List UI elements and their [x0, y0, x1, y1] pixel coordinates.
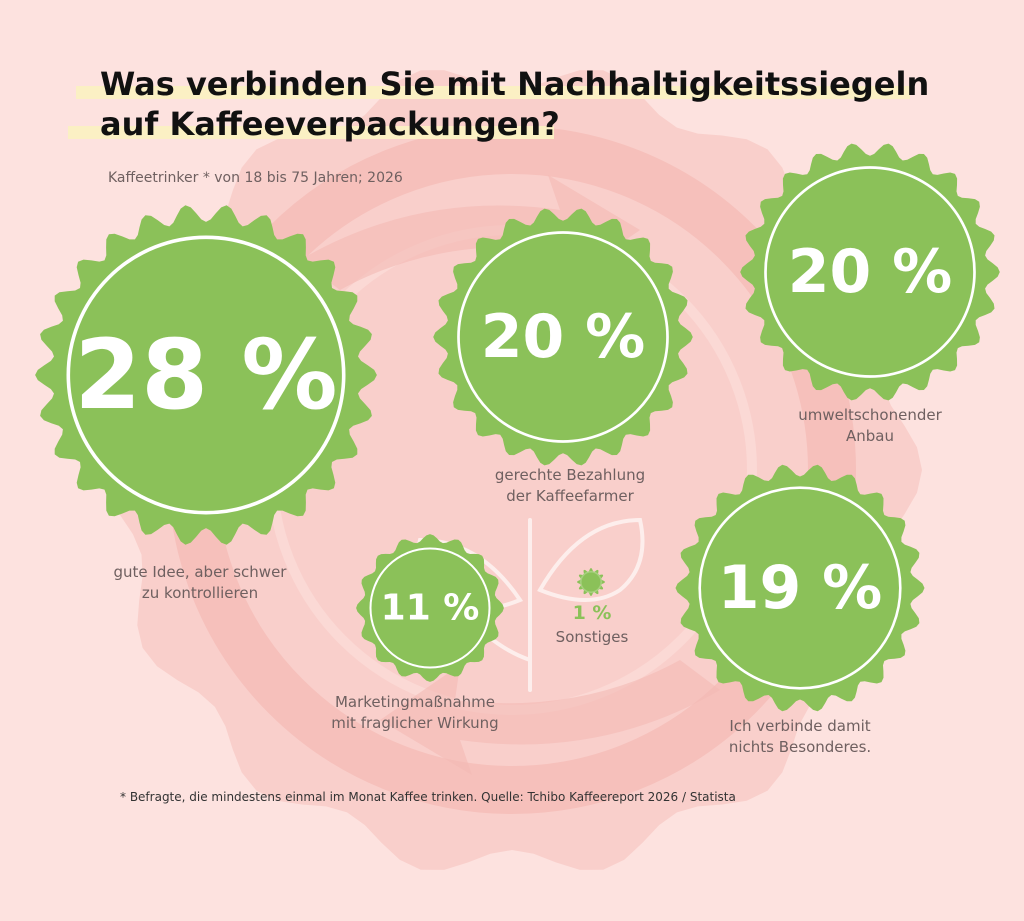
title-highlight-2	[68, 126, 554, 139]
category-label-gute-idee: gute Idee, aber schwer zu kontrollieren	[80, 562, 320, 604]
category-label-umweltschonend: umweltschonender Anbau	[750, 405, 990, 447]
seal-badge-marketing	[356, 534, 504, 682]
chart-title-line-1: Was verbinden Sie mit Nachhaltigkeitssie…	[100, 65, 930, 103]
seal-badge-nichts-besonderes	[675, 464, 925, 712]
seal-sonstiges	[577, 568, 605, 596]
category-label-line: Sonstiges	[555, 628, 629, 646]
seal-gerechte-bezahlung: 20 %	[433, 208, 693, 466]
seal-umweltschonend: 20 %	[740, 143, 1000, 401]
value-label-marketing: 11 %	[381, 588, 480, 629]
source-footnote: * Befragte, die mindestens einmal im Mon…	[120, 790, 736, 804]
seal-ring-sonstiges	[580, 571, 602, 593]
title-highlight-1	[76, 86, 910, 99]
seal-nichts-besonderes: 19 %	[675, 464, 925, 712]
seal-badge-umweltschonend	[740, 143, 1000, 401]
category-label-line: der Kaffeefarmer	[506, 487, 634, 505]
seal-ring-nichts-besonderes	[698, 486, 902, 690]
value-label-gerechte-bezahlung: 20 %	[481, 302, 646, 372]
seal-gute-idee: 28 %	[35, 205, 377, 545]
category-label-sonstiges: Sonstiges	[530, 627, 654, 648]
category-label-line: Anbau	[846, 427, 894, 445]
value-label-umweltschonend: 20 %	[788, 237, 953, 307]
category-label-line: zu kontrollieren	[141, 584, 259, 602]
seal-ring-marketing	[369, 547, 491, 669]
category-label-line: umweltschonender	[798, 406, 942, 424]
watermark-arrow-top	[300, 175, 640, 290]
seal-badge-gute-idee	[35, 205, 377, 545]
seal-ring-umweltschonend	[764, 166, 976, 378]
seal-marketing: 11 %	[356, 534, 504, 682]
seal-badge-gerechte-bezahlung	[433, 208, 693, 466]
category-label-line: gerechte Bezahlung	[494, 466, 646, 484]
watermark-arrow-bottom	[380, 660, 720, 775]
category-label-line: Marketingmaßnahme	[334, 693, 496, 711]
value-label-sonstiges: 1 %	[572, 602, 612, 624]
chart-subtitle: Kaffeetrinker * von 18 bis 75 Jahren; 20…	[108, 170, 403, 186]
seal-ring-gerechte-bezahlung	[457, 231, 669, 443]
value-label-gute-idee: 28 %	[74, 319, 337, 431]
category-label-nichts-besonderes: Ich verbinde damit nichts Besonderes.	[680, 716, 920, 758]
seal-ring-gute-idee	[66, 235, 346, 515]
category-label-marketing: Marketingmaßnahme mit fraglicher Wirkung	[295, 692, 535, 734]
category-label-line: gute Idee, aber schwer	[113, 563, 287, 581]
category-label-line: nichts Besonderes.	[728, 738, 872, 756]
chart-title-line-2: auf Kaffeeverpackungen?	[100, 105, 560, 143]
category-label-gerechte-bezahlung: gerechte Bezahlung der Kaffeefarmer	[450, 465, 690, 507]
category-label-line: Ich verbinde damit	[729, 717, 871, 735]
value-label-nichts-besonderes: 19 %	[718, 553, 883, 623]
category-label-line: mit fraglicher Wirkung	[331, 714, 499, 732]
